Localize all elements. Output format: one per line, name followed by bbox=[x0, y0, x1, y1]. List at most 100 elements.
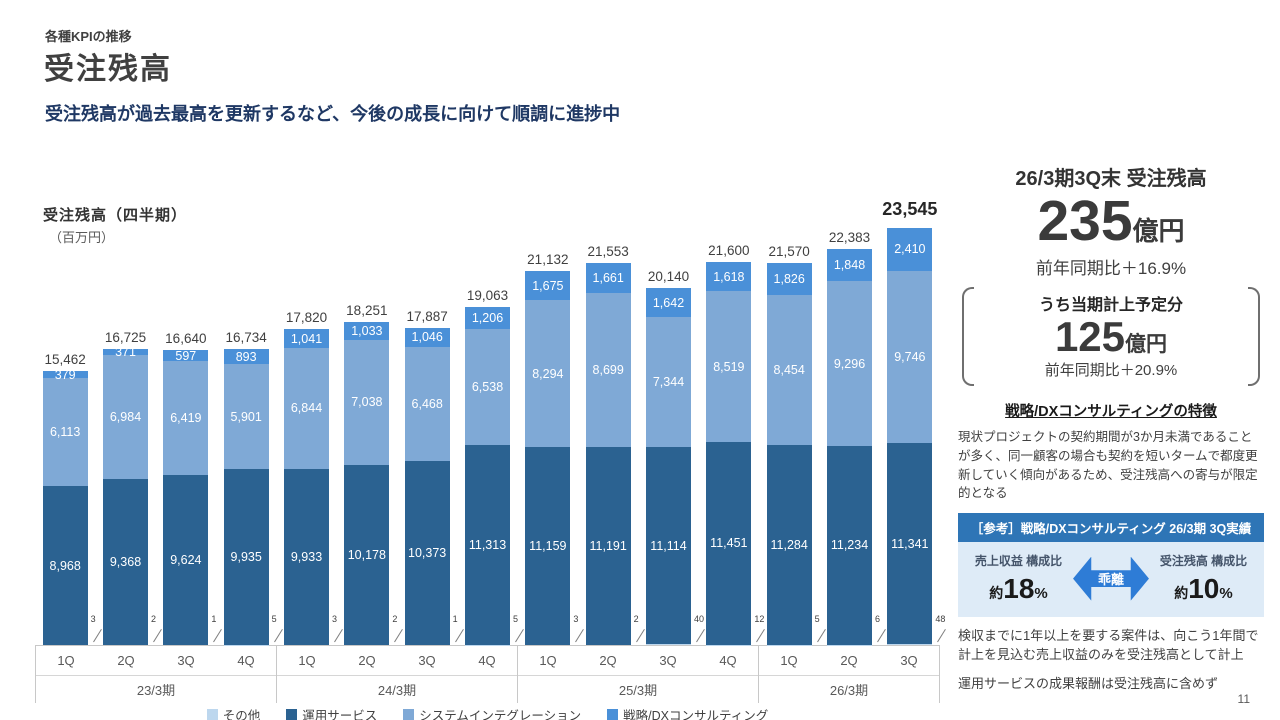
segment-value-label: 1,618 bbox=[713, 269, 745, 284]
bar-total-label: 17,820 bbox=[285, 310, 328, 326]
backlog-share-value: 約10% bbox=[1174, 573, 1233, 605]
bar-total-label: 17,887 bbox=[406, 309, 448, 325]
feature-title: 戦略/DXコンサルティングの特徴 bbox=[1005, 404, 1217, 421]
bar-segment bbox=[284, 347, 329, 470]
sub-kpi-yoy: 前年同期比＋20.9% bbox=[1044, 362, 1178, 380]
bar-segment bbox=[103, 479, 148, 645]
axis-fiscal-year-label: 24/3期 bbox=[377, 683, 417, 698]
segment-value-label: 1,826 bbox=[773, 272, 805, 287]
plot-area: 3 8,968 6,113 379 15,462 2 9,368 6,984 371 16,725… bbox=[35, 199, 947, 645]
axis-quarter-label: 1Q bbox=[539, 653, 557, 668]
axis-fiscal-year-label: 25/3期 bbox=[618, 683, 658, 698]
callout-leader-line bbox=[273, 629, 283, 643]
bar-segment bbox=[585, 263, 631, 293]
right-panel: 26/3期3Q末 受注残高 235億円 前年同期比＋16.9% うち当期計上予定… bbox=[958, 162, 1264, 694]
axis-quarter-label: 3Q bbox=[900, 653, 918, 668]
other-segment-callout: 1 bbox=[211, 614, 217, 624]
other-segment-callout: 2 bbox=[633, 614, 639, 624]
segment-value-label: 11,191 bbox=[589, 538, 627, 553]
main-kpi-unit: 億円 bbox=[1132, 216, 1185, 246]
axis-quarter-label: 4Q bbox=[719, 653, 737, 668]
bar-total-label: 22,383 bbox=[828, 229, 871, 245]
bar-segment bbox=[646, 447, 691, 645]
bar-segment bbox=[827, 445, 872, 645]
callout-leader-line bbox=[334, 629, 343, 643]
other-segment-callout: 5 bbox=[513, 614, 519, 624]
legend-swatch-icon bbox=[206, 709, 218, 720]
bar-segment bbox=[163, 360, 209, 475]
legend-item: システムインテグレーション bbox=[403, 705, 581, 720]
bar-total-label: 18,251 bbox=[346, 302, 388, 318]
segment-value-label: 11,451 bbox=[710, 536, 748, 551]
axis-quarter-label: 1Q bbox=[780, 653, 798, 668]
kicker: 各種KPIの推移 bbox=[45, 29, 132, 44]
bar-total-label: 21,132 bbox=[527, 251, 569, 267]
other-segment-callout: 48 bbox=[935, 614, 946, 624]
bar-total-label: 16,734 bbox=[225, 329, 267, 345]
bar-segment bbox=[585, 446, 631, 645]
axis-quarter-label: 1Q bbox=[298, 653, 316, 668]
bar-segment bbox=[465, 328, 510, 445]
segment-value-label: 1,033 bbox=[351, 323, 383, 338]
axis-fiscal-year-label: 23/3期 bbox=[136, 683, 176, 698]
legend-label: その他 bbox=[222, 709, 261, 720]
segment-value-label: 5,901 bbox=[230, 409, 262, 424]
segment-value-label: 9,368 bbox=[109, 555, 142, 570]
bar-segment bbox=[344, 464, 390, 645]
divergence-arrow-icon: 乖離 bbox=[1073, 556, 1149, 601]
legend-item: 運用サービス bbox=[286, 705, 377, 720]
callout-leader-line bbox=[816, 629, 826, 643]
legend-label: 戦略/DXコンサルティング bbox=[623, 709, 769, 720]
main-kpi-yoy: 前年同期比＋16.9% bbox=[1035, 259, 1187, 278]
bar-total-label: 20,140 bbox=[647, 269, 690, 285]
legend-label: システムインテグレーション bbox=[419, 709, 582, 720]
axis-quarter-label: 4Q bbox=[478, 653, 496, 668]
reference-banner: ［参考］戦略/DXコンサルティング 26/3期 3Q実績 bbox=[958, 513, 1264, 543]
bar-segment bbox=[284, 329, 329, 348]
bar-segment bbox=[42, 371, 88, 378]
bar-segment bbox=[766, 445, 812, 645]
segment-value-label: 6,419 bbox=[170, 410, 202, 425]
bar-total-label: 23,545 bbox=[882, 199, 938, 219]
callout-leader-line bbox=[515, 629, 524, 643]
segment-value-label: 8,519 bbox=[713, 359, 745, 374]
segment-value-label: 1,675 bbox=[532, 278, 564, 293]
callout-leader-line bbox=[575, 629, 585, 643]
bar-segment bbox=[404, 461, 450, 645]
note-managed-services: 運用サービスの成果報酬は受注残高に含めず bbox=[958, 675, 1219, 691]
segment-value-label: 8,294 bbox=[532, 366, 564, 381]
sub-kpi-title: うち当期計上予定分 bbox=[1038, 297, 1183, 314]
bar-total-label: 21,570 bbox=[768, 244, 810, 259]
bar-total-label: 16,725 bbox=[104, 329, 147, 345]
segment-value-label: 371 bbox=[115, 345, 136, 360]
segment-value-label: 8,968 bbox=[49, 558, 81, 573]
bar-segment bbox=[404, 346, 450, 462]
bar-segment bbox=[465, 444, 510, 645]
bar-segment bbox=[766, 295, 812, 446]
segment-value-label: 11,114 bbox=[650, 538, 687, 553]
axis-quarter-label: 4Q bbox=[237, 653, 255, 668]
chart-title: 受注残高（四半期） bbox=[43, 207, 188, 224]
page-title: 受注残高 bbox=[44, 53, 172, 86]
segment-value-label: 893 bbox=[235, 349, 257, 364]
segment-value-label: 10,373 bbox=[408, 546, 447, 561]
segment-value-label: 379 bbox=[54, 367, 76, 382]
legend-swatch-icon bbox=[286, 709, 298, 720]
bar-segment bbox=[42, 377, 88, 487]
sub-kpi-value: 125 bbox=[1054, 313, 1126, 360]
bar-segment bbox=[404, 328, 450, 347]
axis-quarter-label: 3Q bbox=[418, 653, 436, 668]
bar-segment bbox=[223, 468, 269, 645]
axis-quarter-label: 1Q bbox=[57, 653, 75, 668]
segment-value-label: 8,699 bbox=[592, 362, 624, 377]
bar-segment bbox=[706, 291, 752, 442]
legend-swatch-icon bbox=[607, 709, 619, 720]
callout-leader-line bbox=[756, 629, 766, 643]
segment-value-label: 11,159 bbox=[529, 539, 567, 554]
callout-leader-line bbox=[213, 629, 223, 643]
bar-total-label: 19,063 bbox=[466, 288, 509, 304]
segment-value-label: 11,284 bbox=[770, 538, 808, 552]
axis-table: 1Q 2Q 3Q 4Q 23/3期 1Q 2Q 3Q 4Q 24/3期 1Q 2Q 3Q 4Q 25/3期 1… bbox=[35, 645, 940, 703]
other-segment-callout: 5 bbox=[814, 614, 820, 624]
